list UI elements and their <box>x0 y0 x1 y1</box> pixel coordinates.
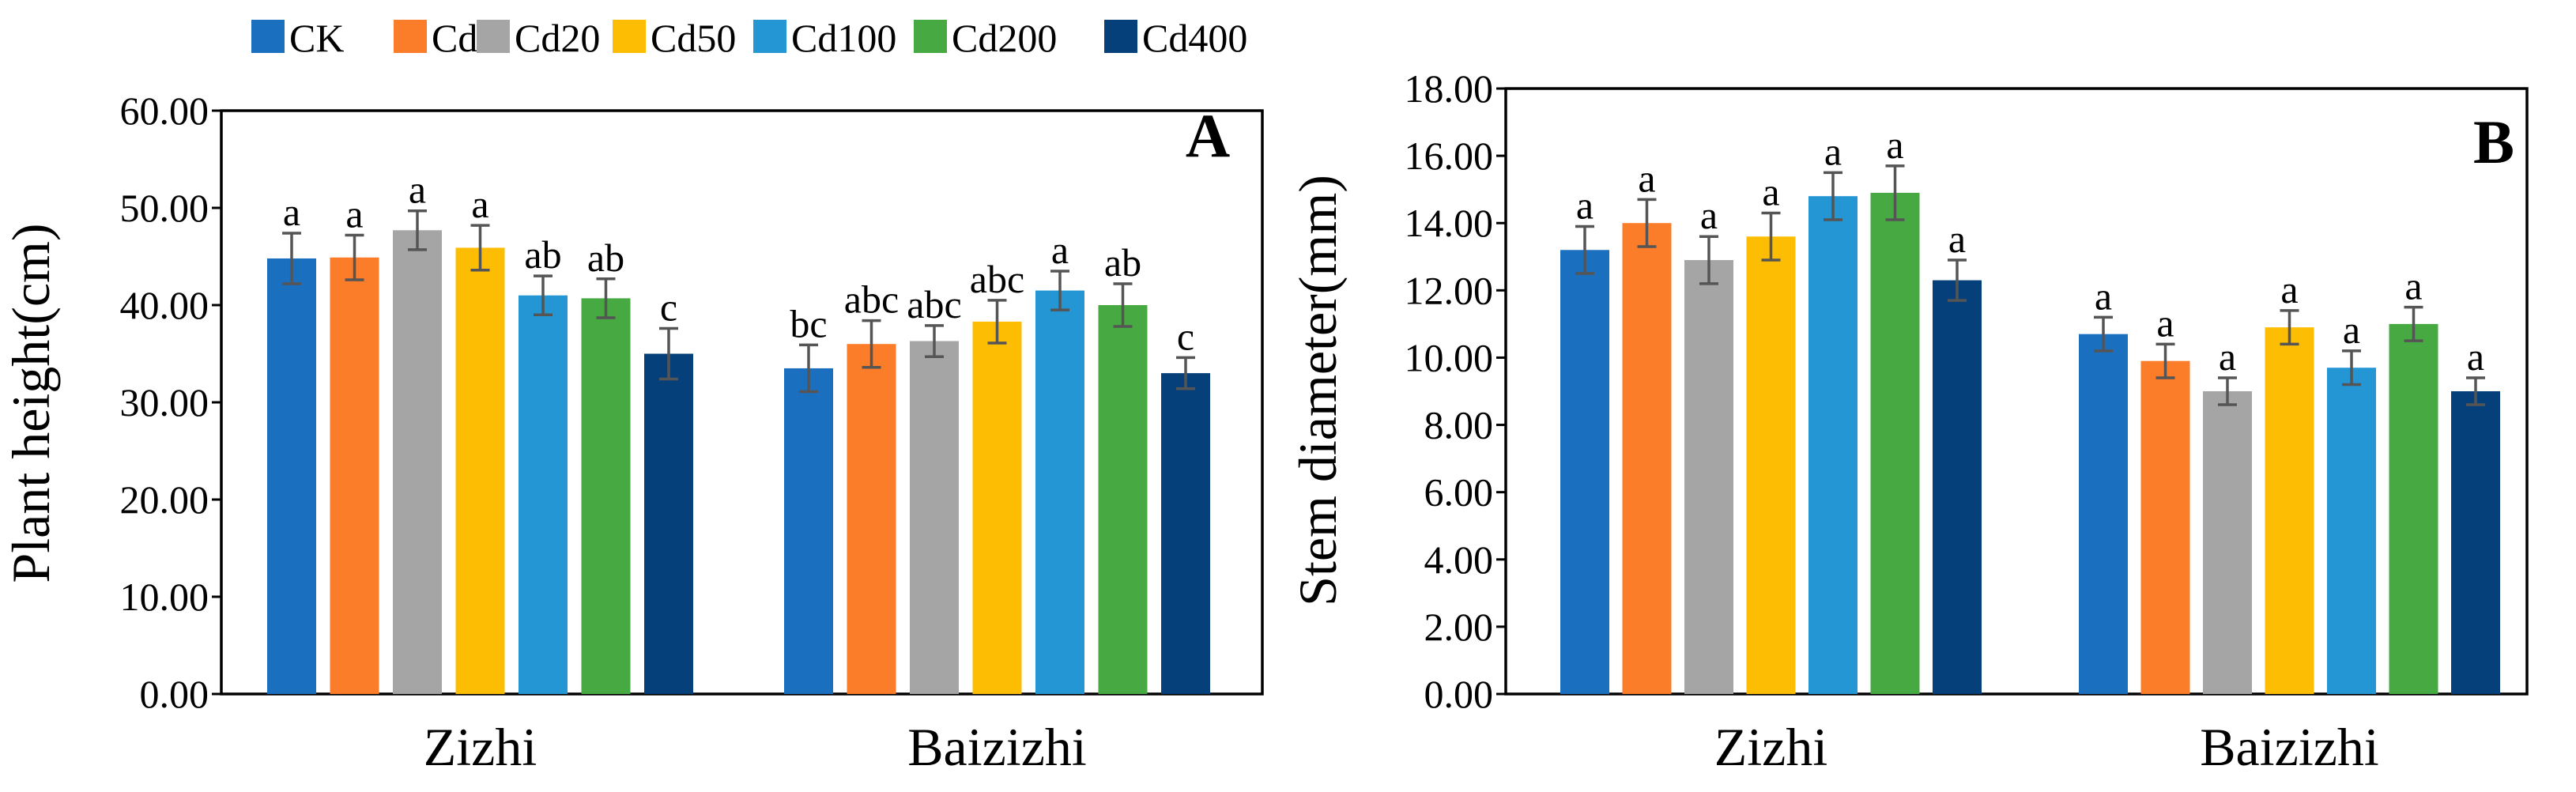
significance-label: a <box>1576 183 1593 227</box>
y-tick-label: 30.00 <box>120 380 209 424</box>
significance-label: ab <box>587 236 624 280</box>
panel-b: 0.00 2.00 4.00 6.00 8.00 10.00 12.00 14.00 16.00… <box>1288 66 2529 777</box>
significance-label: a <box>2404 264 2422 308</box>
legend-swatch-cd200 <box>914 20 947 53</box>
bar-baizizhi-cd5 <box>847 344 896 694</box>
significance-label: abc <box>907 282 961 326</box>
significance-label: ab <box>524 232 561 277</box>
significance-label: a <box>2156 300 2174 345</box>
significance-label: a <box>409 168 426 212</box>
significance-label: bc <box>790 301 827 345</box>
significance-label: a <box>1700 193 1718 237</box>
x-category-label: Baizizhi <box>907 717 1087 777</box>
legend-label-ck: CK <box>289 16 344 60</box>
bar-zizhi-cd5 <box>1622 223 1672 694</box>
legend-swatch-cd50 <box>613 20 646 53</box>
y-axis-title: Plant height(cm) <box>1 223 61 583</box>
plot-frame <box>1504 87 2529 696</box>
y-tick-label: 16.00 <box>1405 134 1494 178</box>
y-tick-label: 6.00 <box>1424 470 1494 515</box>
bar-baizizhi-cd20 <box>2203 391 2252 694</box>
significance-label: a <box>1638 156 1655 200</box>
bar-zizhi-ck <box>267 258 316 695</box>
bar-baizizhi-cd400 <box>1161 373 1210 694</box>
significance-label: a <box>1948 217 1966 261</box>
bar-zizhi-cd100 <box>1808 196 1858 694</box>
legend-swatch-cd100 <box>753 20 786 53</box>
bar-baizizhi-ck <box>784 368 833 694</box>
legend-label-cd20: Cd20 <box>515 16 600 60</box>
legend-swatch-ck <box>251 20 285 53</box>
y-tick-label: 18.00 <box>1405 66 1494 111</box>
bar-zizhi-cd20 <box>1684 260 1733 694</box>
y-tick-label: 4.00 <box>1424 537 1494 582</box>
significance-label: abc <box>844 277 899 322</box>
significance-label: a <box>345 191 363 236</box>
y-tick-label: 12.00 <box>1405 268 1494 312</box>
bar-baizizhi-cd400 <box>2451 391 2500 694</box>
significance-label: a <box>471 182 488 226</box>
x-category-label: Baizizhi <box>2200 717 2379 777</box>
significance-label: a <box>2280 267 2298 311</box>
significance-label: ab <box>1104 240 1141 285</box>
y-tick-label: 8.00 <box>1424 403 1494 447</box>
legend: CK Cd5 Cd20 Cd50 Cd100 Cd200 Cd400 <box>251 16 1247 60</box>
significance-label: a <box>2095 273 2112 318</box>
bar-zizhi-cd200 <box>1870 192 1920 694</box>
significance-label: a <box>2343 307 2360 352</box>
bar-zizhi-cd400 <box>644 353 693 694</box>
y-tick-label: 10.00 <box>120 575 209 619</box>
bar-zizhi-cd100 <box>519 295 568 694</box>
bar-zizhi-cd50 <box>455 247 505 694</box>
y-axis-title: Stem diameter(mm) <box>1288 175 1348 606</box>
y-tick-label: 14.00 <box>1405 201 1494 245</box>
bar-zizhi-cd20 <box>393 230 442 694</box>
y-tick-label: 10.00 <box>1405 335 1494 379</box>
legend-swatch-cd20 <box>477 20 510 53</box>
significance-label: a <box>1051 228 1069 272</box>
significance-label: a <box>283 190 300 234</box>
bar-baizizhi-cd100 <box>2327 368 2376 694</box>
bar-baizizhi-cd100 <box>1035 290 1084 694</box>
panel-letter: A <box>1186 101 1230 170</box>
bar-baizizhi-cd5 <box>2140 360 2190 694</box>
bar-baizizhi-cd50 <box>2265 327 2314 694</box>
bar-baizizhi-ck <box>2079 334 2128 694</box>
bar-zizhi-cd400 <box>1933 280 1982 695</box>
significance-label: a <box>1762 169 1779 213</box>
significance-label: c <box>660 285 677 330</box>
legend-swatch-cd400 <box>1104 20 1137 53</box>
bar-zizhi-ck <box>1560 250 1609 694</box>
bar-baizizhi-cd20 <box>910 341 959 694</box>
significance-label: a <box>2467 334 2484 379</box>
significance-label: c <box>1177 314 1194 358</box>
bar-baizizhi-cd200 <box>2389 323 2438 694</box>
panel-a: 0.00 10.00 20.00 30.00 40.00 50.00 60.00 Plant … <box>1 89 1264 777</box>
significance-label: abc <box>970 257 1024 301</box>
y-tick-label: 40.00 <box>120 283 209 327</box>
y-tick-label: 20.00 <box>120 477 209 522</box>
x-category-label: Zizhi <box>424 717 537 777</box>
y-tick-label: 0.00 <box>1424 672 1494 716</box>
bar-baizizhi-cd200 <box>1098 305 1148 694</box>
legend-swatch-cd5 <box>394 20 427 53</box>
bar-baizizhi-cd50 <box>972 321 1022 694</box>
y-tick-label: 0.00 <box>140 672 209 716</box>
y-tick-label: 60.00 <box>120 89 209 133</box>
significance-label: a <box>1886 123 1903 167</box>
panel-letter: B <box>2473 107 2514 176</box>
bar-zizhi-cd200 <box>581 298 631 694</box>
legend-label-cd200: Cd200 <box>952 16 1057 60</box>
legend-label-cd400: Cd400 <box>1142 16 1247 60</box>
y-tick-label: 50.00 <box>120 186 209 230</box>
bar-zizhi-cd50 <box>1746 236 1796 694</box>
significance-label: a <box>2219 334 2236 379</box>
bar-zizhi-cd5 <box>330 257 379 695</box>
x-category-label: Zizhi <box>1714 717 1828 777</box>
y-tick-label: 2.00 <box>1424 605 1494 649</box>
legend-label-cd50: Cd50 <box>651 16 736 60</box>
significance-label: a <box>1824 129 1842 173</box>
legend-label-cd100: Cd100 <box>791 16 896 60</box>
